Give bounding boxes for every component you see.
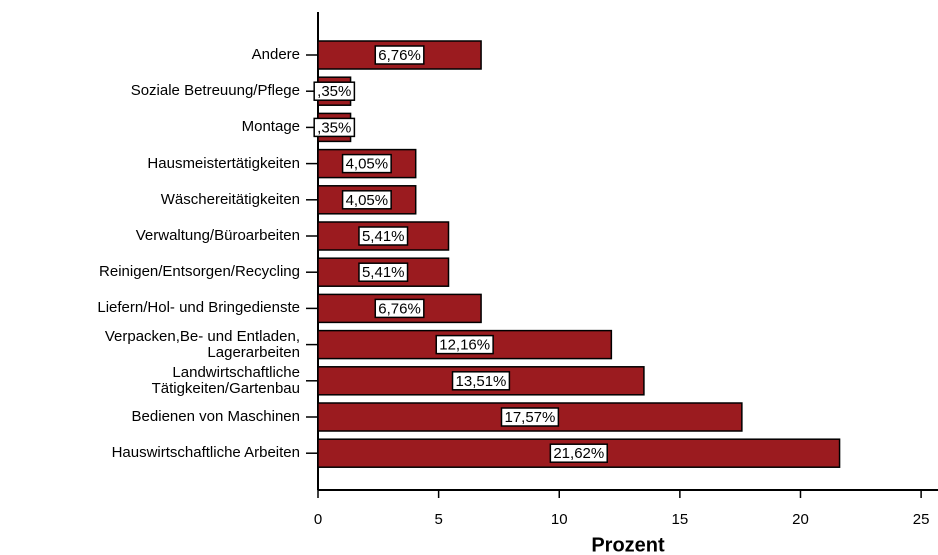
value-label: 12,16% [439, 337, 490, 354]
x-tick-label: 0 [314, 511, 322, 528]
y-tick-label: Verpacken,Be- und Entladen, Lagerarbeite… [104, 327, 300, 361]
value-label-box [374, 298, 425, 319]
value-label-box [549, 443, 608, 463]
value-label-box [435, 334, 494, 355]
y-tick-label: Liefern/Hol- und Bringedienste [97, 299, 300, 317]
x-axis-label: Prozent [591, 534, 665, 555]
value-label: 4,05% [346, 192, 389, 209]
value-label: ,35% [317, 83, 351, 100]
value-label-box [313, 81, 356, 101]
value-label: 5,41% [362, 264, 405, 281]
value-label-box [500, 407, 560, 427]
value-label: 17,57% [504, 409, 555, 426]
y-tick-label: Hauswirtschaftliche Arbeiten [111, 444, 300, 462]
value-label-box [341, 190, 392, 210]
y-tick-label: Soziale Betreuung/Pflege [130, 82, 300, 100]
value-label: 4,05% [346, 156, 389, 173]
value-label-box [313, 117, 356, 138]
value-label-box [358, 262, 409, 282]
x-tick-label: 15 [672, 511, 689, 528]
value-label-box [374, 45, 425, 65]
y-tick-label: Bedienen von Maschinen [131, 408, 300, 425]
value-label: 13,51% [456, 373, 507, 390]
y-tick-label: Montage [241, 118, 300, 136]
value-label: 6,76% [378, 47, 421, 64]
y-tick-label: Hausmeistertätigkeiten [147, 154, 300, 172]
x-tick-label: 5 [434, 511, 442, 528]
x-tick-label: 10 [551, 511, 568, 528]
value-label-box [451, 371, 511, 391]
value-label-box [341, 153, 392, 174]
y-tick-label: Andere [251, 46, 300, 63]
value-label-box [358, 226, 409, 246]
x-tick-label: 20 [792, 511, 809, 528]
x-tick-label: 25 [913, 511, 930, 528]
y-tick-label: Landwirtschaftliche Tätigkeiten/Gartenba… [151, 363, 300, 397]
value-label: 5,41% [362, 228, 405, 245]
y-tick-label: Wäschereitätigkeiten [160, 190, 300, 208]
value-label: ,35% [317, 119, 351, 136]
y-tick-label: Reinigen/Entsorgen/Recycling [99, 263, 300, 281]
value-label: 21,62% [553, 445, 604, 462]
value-label: 6,76% [378, 300, 421, 317]
y-tick-label: Verwaltung/Büroarbeiten [135, 227, 300, 244]
